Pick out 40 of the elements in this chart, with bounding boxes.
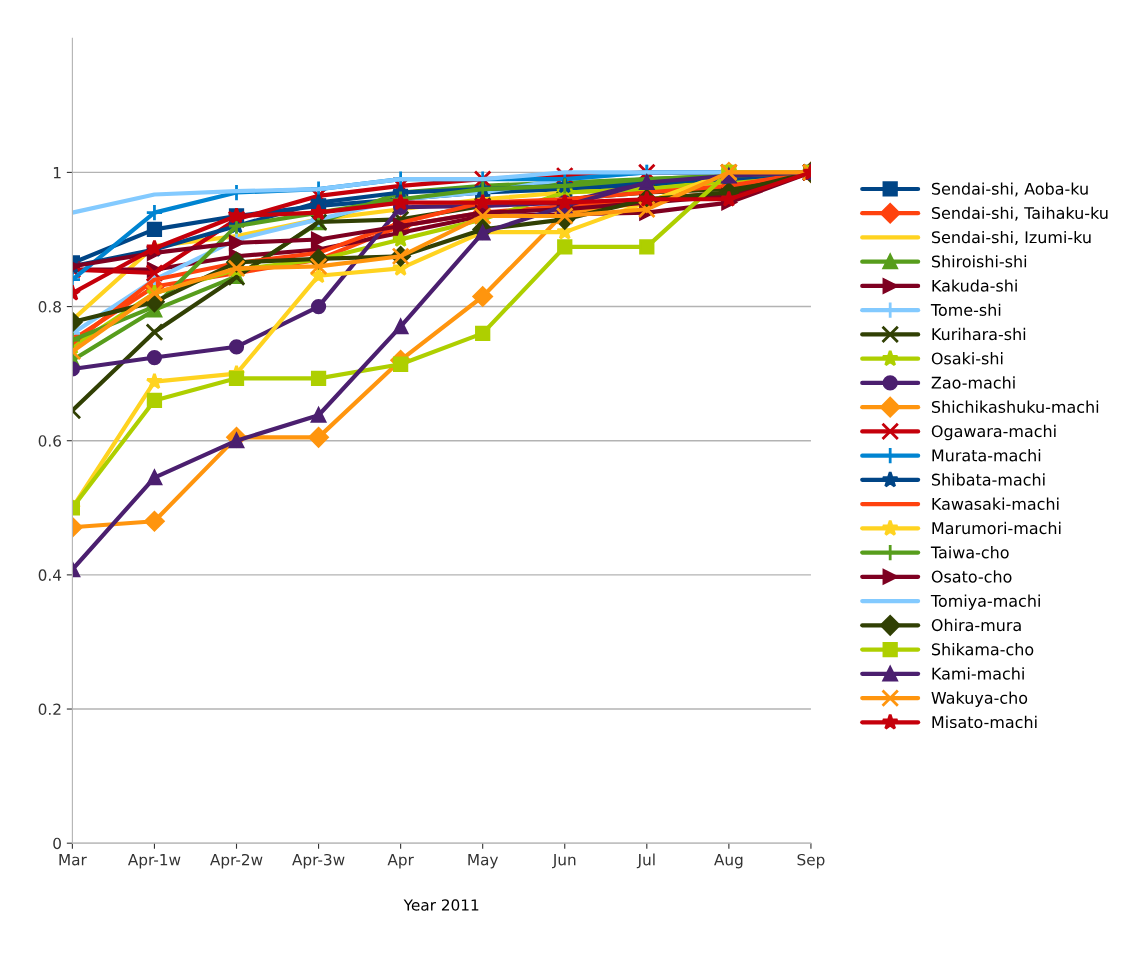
- legend-label: Kakuda-shi: [932, 279, 1017, 292]
- legend-label: Ogawara-machi: [931, 424, 1056, 441]
- legend-label: Osaki-shi: [931, 352, 1003, 365]
- legend-label: Taiwa-cho: [930, 546, 1009, 559]
- legend-label: Shichikashuku-machi: [931, 400, 1099, 413]
- x-tick-label: Apr-2w: [210, 853, 263, 869]
- x-tick-label: Apr-1w: [127, 854, 181, 869]
- y-tick-label: 1: [53, 167, 61, 179]
- legend-label: Ohira-mura: [931, 618, 1021, 632]
- legend-label: Tomiya-machi: [930, 594, 1040, 610]
- y-tick-label: 0.2: [38, 703, 61, 716]
- x-tick-label: Apr-3w: [292, 853, 345, 869]
- x-tick-label: Jun: [552, 854, 576, 869]
- legend-label: Kurihara-shi: [932, 327, 1026, 341]
- legend-label: Marumori-machi: [932, 521, 1061, 535]
- x-tick-label: Mar: [59, 854, 87, 866]
- legend-label: Sendai-shi, Taihaku-ku: [931, 206, 1108, 221]
- x-tick-label: Aug: [714, 854, 743, 869]
- x-tick-label: Jul: [636, 853, 655, 869]
- legend-label: Sendai-shi, Aoba-ku: [931, 182, 1088, 197]
- legend-label: Zao-machi: [931, 376, 1015, 389]
- legend-label: Shiroishi-shi: [931, 255, 1027, 268]
- y-tick-label: 0.6: [38, 435, 62, 447]
- legend-label: Wakuya-cho: [931, 691, 1028, 707]
- legend-label: Shibata-machi: [931, 473, 1045, 486]
- x-tick-label: Sep: [797, 853, 825, 869]
- y-tick-label: 0.8: [38, 301, 61, 313]
- legend-label: Sendai-shi, Izumi-ku: [931, 230, 1091, 245]
- y-tick-label: 0.4: [38, 569, 62, 581]
- legend-label: Kawasaki-machi: [932, 497, 1059, 510]
- legend-label: Tome-shi: [930, 303, 1001, 316]
- legend-label: Misato-machi: [932, 715, 1037, 729]
- x-tick-label: Apr: [387, 854, 414, 869]
- legend-label: Shikama-cho: [931, 643, 1034, 656]
- legend-label: Kami-machi: [932, 667, 1024, 680]
- y-tick-label: 0: [53, 837, 61, 850]
- legend-label: Osato-cho: [931, 570, 1012, 583]
- legend-label: Murata-machi: [932, 449, 1041, 462]
- x-axis-title: Year 2011: [403, 899, 479, 911]
- x-tick-label: May: [468, 854, 499, 869]
